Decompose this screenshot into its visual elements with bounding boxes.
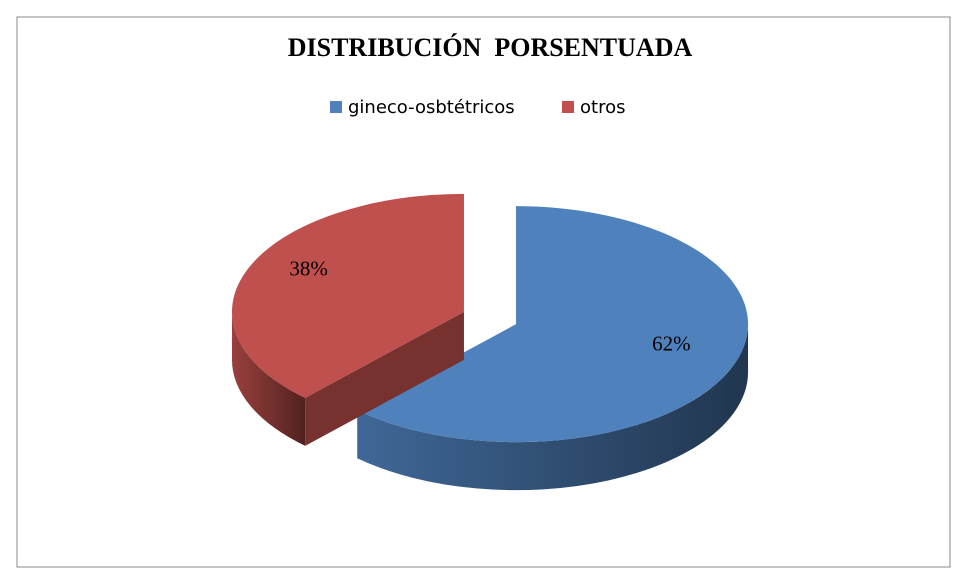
slice — [231, 193, 464, 398]
slice-wall — [231, 311, 306, 446]
legend: gineco-osbtétricos otros — [330, 97, 625, 118]
data-label: 62% — [652, 331, 691, 355]
slice — [357, 206, 749, 443]
legend-swatch — [562, 101, 574, 113]
slice-wall — [357, 324, 749, 491]
legend-swatch — [330, 101, 342, 113]
legend-label: gineco-osbtétricos — [348, 97, 515, 118]
slice-side — [305, 311, 464, 446]
chart-title: DISTRIBUCIÓN PORSENTUADA — [288, 33, 693, 62]
data-label: 38% — [289, 256, 328, 280]
legend-label: otros — [580, 97, 625, 118]
pie: 62% 38% — [231, 193, 749, 491]
